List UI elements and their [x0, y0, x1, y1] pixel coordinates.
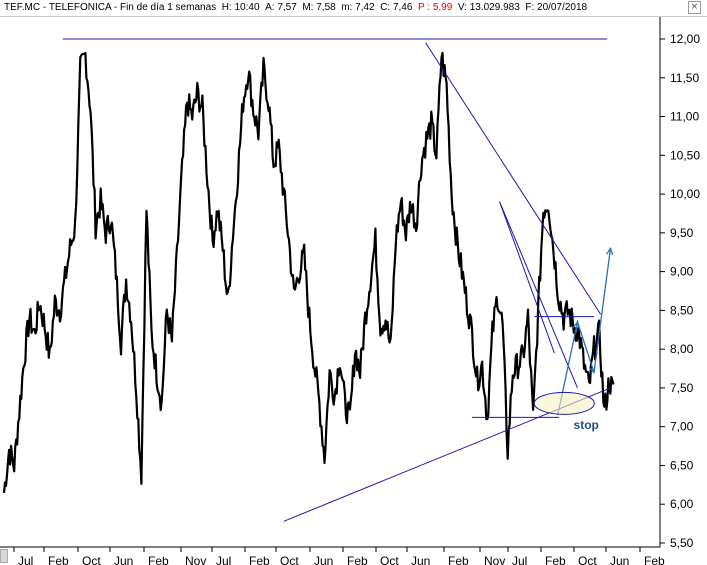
x-tick-label: Oct	[82, 554, 101, 565]
chart-header: TEF.MC - TELEFONICA - Fin de día 1 seman…	[0, 0, 707, 17]
period: Fin de día 1 semanas	[119, 2, 217, 13]
x-tick-label: Feb	[347, 554, 368, 565]
high-value: 7,58	[316, 2, 336, 13]
open-label: A:	[265, 2, 275, 13]
ticker: TEF.MC	[4, 2, 41, 13]
projection-path	[557, 248, 612, 416]
x-tick-label: Feb	[148, 554, 169, 565]
x-tick-label: Feb	[249, 554, 270, 565]
y-tick-label: 11,50	[670, 71, 699, 85]
y-tick-label: 12,00	[670, 32, 700, 46]
projection-arrowhead	[606, 246, 614, 256]
support-highlight-ellipse	[533, 391, 595, 415]
time-value: 10:40	[234, 2, 260, 13]
low-value: 7,42	[355, 2, 375, 13]
y-tick-label: 6,00	[670, 497, 694, 511]
y-tick-label: 10,50	[670, 148, 700, 162]
x-tick-label: Feb	[448, 554, 469, 565]
x-tick-label: Feb	[545, 554, 566, 565]
price-chart: 12,00 11,50 11,00 10,50 10,00 9,50 9,00 8,50 8,0…	[0, 17, 700, 565]
y-tick-label: 10,00	[670, 187, 700, 201]
p-value: 5,99	[432, 2, 453, 13]
trend-line	[499, 201, 555, 354]
price-series-line	[2, 51, 615, 494]
x-tick-label: Jul	[216, 554, 231, 565]
y-tick-label: 9,50	[670, 226, 694, 240]
close-label: C:	[380, 2, 391, 13]
stop-annotation: stop	[574, 418, 599, 432]
high-label: M:	[302, 2, 314, 13]
y-tick-label: 7,00	[670, 420, 694, 434]
projection-arrowhead	[588, 365, 596, 374]
x-tick-label: Jun	[114, 554, 133, 565]
y-tick-label: 7,50	[670, 381, 694, 395]
y-tick-label: 5,50	[670, 536, 694, 550]
volume-label: V:	[457, 2, 467, 13]
trend-line	[425, 42, 602, 315]
y-tick-label: 6,50	[670, 458, 694, 472]
y-tick-label: 8,50	[670, 303, 694, 317]
company-name: TELEFONICA	[48, 2, 112, 13]
scroll-left-handle[interactable]	[0, 549, 8, 563]
x-tick-label: Nov	[185, 554, 206, 565]
x-tick-label: Feb	[48, 554, 69, 565]
volume-value: 13.029.983	[469, 2, 520, 13]
trend-line	[499, 201, 578, 389]
low-label: m:	[341, 2, 353, 13]
x-tick-label: Jun	[411, 554, 430, 565]
date-label: F:	[525, 2, 535, 13]
x-tick-label: Jul	[512, 554, 527, 565]
header-info: TEF.MC - TELEFONICA - Fin de día 1 seman…	[4, 2, 588, 13]
y-tick-label: 11,00	[670, 110, 699, 124]
x-tick-label: Oct	[280, 554, 299, 565]
projection-arrowhead	[572, 320, 580, 329]
x-tick-label: Jul	[18, 554, 33, 565]
close-value: 7,46	[392, 2, 413, 13]
x-tick-label: Feb	[644, 554, 665, 565]
x-tick-label: Jun	[314, 554, 333, 565]
y-tick-label: 8,00	[670, 342, 694, 356]
time-label: H:	[221, 2, 232, 13]
date-value: 20/07/2018	[537, 2, 588, 13]
x-tick-label: Nov	[484, 554, 505, 565]
x-tick-label: Oct	[380, 554, 399, 565]
close-icon[interactable]: ×	[688, 1, 701, 14]
x-tick-label: Oct	[578, 554, 597, 565]
y-tick-label: 9,00	[670, 265, 694, 279]
x-tick-label: Jun	[610, 554, 629, 565]
open-value: 7,57	[277, 2, 297, 13]
p-label: P :	[418, 2, 431, 13]
